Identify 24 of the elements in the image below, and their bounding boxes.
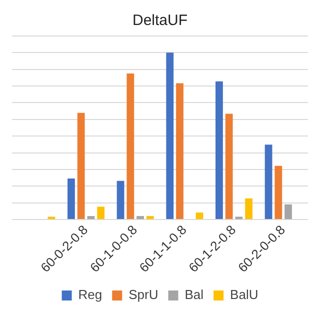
legend-label: Reg bbox=[78, 287, 102, 302]
bar bbox=[146, 216, 154, 220]
bar bbox=[225, 114, 233, 220]
bar bbox=[126, 74, 134, 220]
bar bbox=[48, 216, 56, 220]
bar bbox=[274, 166, 282, 220]
bar bbox=[87, 216, 95, 220]
bar bbox=[77, 112, 85, 220]
legend-label: Bal bbox=[184, 287, 204, 302]
bar bbox=[264, 144, 272, 220]
bar bbox=[136, 216, 144, 220]
bar bbox=[216, 81, 223, 220]
bar bbox=[176, 83, 184, 220]
bar bbox=[97, 206, 104, 220]
bar bbox=[235, 216, 243, 220]
bar bbox=[68, 178, 75, 220]
bar bbox=[166, 52, 174, 220]
legend-label: BalU bbox=[230, 287, 258, 302]
bar bbox=[116, 180, 124, 220]
chart-title: DeltaUF bbox=[132, 12, 188, 30]
bar bbox=[245, 198, 252, 220]
legend-label: SprU bbox=[128, 287, 158, 302]
bar bbox=[196, 212, 204, 220]
bar bbox=[284, 204, 292, 220]
